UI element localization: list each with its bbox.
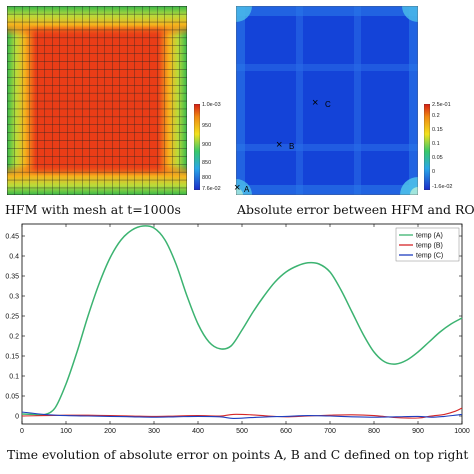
point-c-marker: × (312, 97, 319, 109)
error-colorbar-tick: 0.1 (432, 141, 440, 147)
x-tick-label: 500 (236, 428, 248, 435)
hfm-caption: HFM with mesh at t=1000s (5, 202, 181, 217)
x-tick-label: 700 (324, 428, 336, 435)
x-tick-label: 200 (104, 428, 116, 435)
x-tick-label: 300 (148, 428, 160, 435)
x-tick-label: 900 (412, 428, 424, 435)
x-tick-label: 600 (280, 428, 292, 435)
point-a-label: A (244, 185, 250, 194)
hfm-colorbar-tick: 7.6e-02 (202, 186, 221, 192)
point-b-marker: × (276, 139, 283, 151)
legend-label: temp (A) (416, 233, 443, 240)
point-c-label: C (325, 100, 331, 109)
chart-caption: Time evolution of absolute error on poin… (7, 448, 469, 462)
y-tick-label: 0.15 (5, 354, 19, 361)
error-time-chart: 0 100 200 300 400 500 600 700 800 900 1000 0 0.05 0.1… (5, 223, 470, 435)
legend-label: temp (B) (416, 243, 443, 250)
hfm-colorbar-tick: 850 (202, 160, 212, 166)
y-tick-label: 0.35 (5, 274, 19, 281)
hfm-colorbar-tick: 1.0e-03 (202, 102, 221, 108)
point-a-marker: × (234, 182, 241, 194)
y-tick-label: 0 (15, 414, 19, 421)
point-b-label: B (289, 142, 295, 151)
error-colorbar-tick: 0.15 (432, 127, 443, 133)
error-colorbar-tick: 0.2 (432, 113, 440, 119)
hfm-colorbar-tick: 800 (202, 175, 212, 181)
y-tick-label: 0.1 (9, 374, 19, 381)
x-tick-label: 0 (20, 428, 24, 435)
error-caption: Absolute error between HFM and ROM (237, 202, 474, 217)
series-line-temp-c (21, 411, 463, 419)
x-tick-label: 100 (60, 428, 72, 435)
hfm-colorbar-tick: 900 (202, 142, 212, 148)
hfm-colorbar (193, 103, 201, 191)
error-colorbar-tick: 0 (432, 169, 436, 175)
y-tick-label: 0.05 (5, 394, 19, 401)
error-colorbar (423, 103, 431, 191)
y-tick-label: 0.3 (9, 294, 19, 301)
x-tick-label: 800 (368, 428, 380, 435)
hfm-field-panel (6, 5, 188, 196)
x-tick-label: 1000 (454, 428, 470, 435)
y-tick-label: 0.25 (5, 314, 19, 321)
y-tick-label: 0.2 (9, 334, 19, 341)
legend-label: temp (C) (416, 253, 443, 260)
y-tick-label: 0.4 (9, 254, 19, 261)
y-tick-label: 0.45 (5, 234, 19, 241)
error-colorbar-tick: -1.6e-02 (432, 184, 453, 190)
error-colorbar-tick: 2.5e-01 (432, 102, 451, 108)
hfm-colorbar-tick: 950 (202, 123, 212, 129)
error-colorbar-tick: 0.05 (432, 155, 443, 161)
series-line-temp-b (21, 407, 463, 419)
hfm-field-image (6, 5, 188, 196)
series-line-temp-a (21, 225, 463, 416)
x-tick-label: 400 (192, 428, 204, 435)
